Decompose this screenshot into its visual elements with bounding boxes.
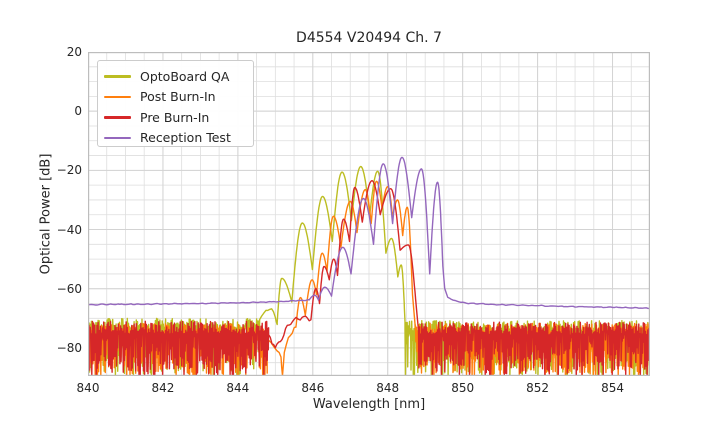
y-tick-label: 20 <box>66 45 82 59</box>
legend-item-label: Pre Burn-In <box>140 109 210 125</box>
chart-title: D4554 V20494 Ch. 7 <box>296 30 442 46</box>
legend-item-pre-burn-in: Pre Burn-In <box>98 107 253 128</box>
legend-line-sample <box>104 116 131 119</box>
x-axis-label: Wavelength [nm] <box>312 397 426 412</box>
y-tick-label: −20 <box>56 163 82 178</box>
x-tick-label: 850 <box>451 381 475 395</box>
x-tick-label: 842 <box>151 381 175 395</box>
legend-line-sample <box>104 75 131 78</box>
legend: OptoBoard QA Post Burn-In Pre Burn-In Re… <box>97 60 254 147</box>
x-tick-label: 846 <box>301 381 325 395</box>
legend-item-optoboard-qa: OptoBoard QA <box>98 66 253 87</box>
legend-item-post-burn-in: Post Burn-In <box>98 87 253 108</box>
legend-line-sample <box>104 136 131 139</box>
trace-pre-burn-in <box>88 180 650 376</box>
legend-item-reception-test: Reception Test <box>98 128 253 149</box>
x-tick-label: 854 <box>601 381 624 395</box>
y-tick-label: −60 <box>56 281 82 296</box>
legend-line-sample <box>104 95 131 98</box>
trace-reception-test <box>88 156 650 310</box>
y-tick-label: 0 <box>74 104 82 119</box>
y-tick-label: −40 <box>56 222 82 237</box>
plot-border <box>88 52 650 376</box>
x-tick-label: 852 <box>526 381 550 395</box>
legend-item-label: Reception Test <box>140 130 231 146</box>
legend-item-label: OptoBoard QA <box>140 68 230 84</box>
legend-item-label: Post Burn-In <box>140 89 216 105</box>
y-tick-label: −80 <box>56 340 82 355</box>
x-tick-label: 848 <box>376 381 400 395</box>
x-tick-label: 844 <box>226 381 250 395</box>
x-tick-label: 840 <box>76 381 100 395</box>
